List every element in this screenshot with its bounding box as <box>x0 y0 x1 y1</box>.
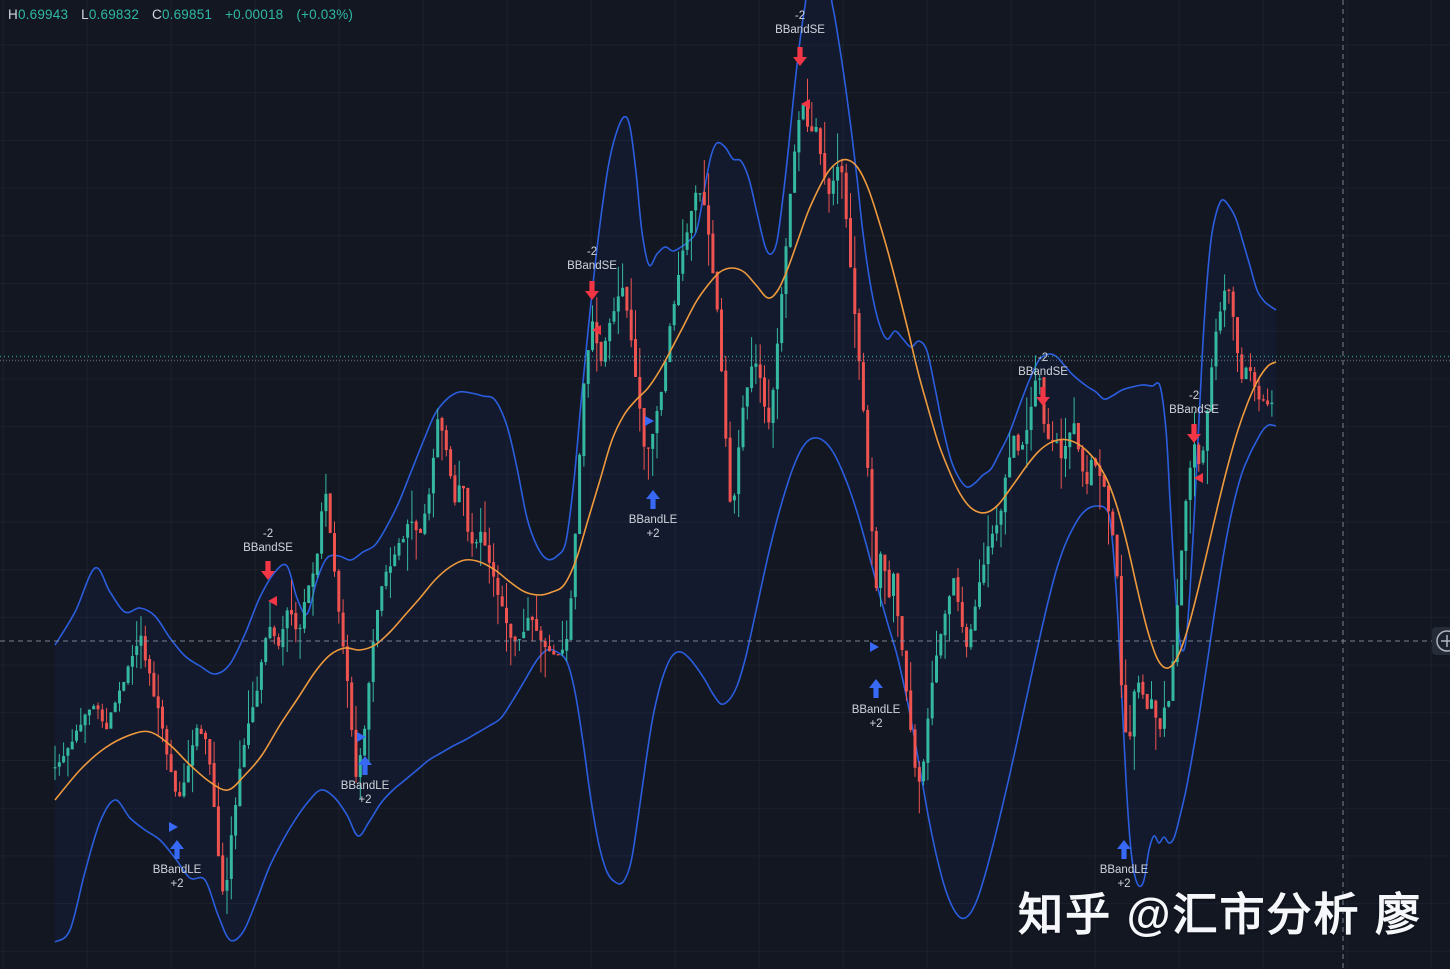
strategy-signals: -2 BBandSE -2 BBandSE -2 BBandSE -2 BBandSE -2 BB… <box>153 10 1220 890</box>
sell-arrow-icon <box>1187 424 1201 443</box>
signal-label: BBandLE <box>852 704 901 716</box>
lower-band-line <box>54 424 1277 943</box>
signal-label: -2 <box>263 528 273 540</box>
high-group: H0.69943 <box>8 7 68 22</box>
signal-label: -2 <box>1038 352 1048 364</box>
signal-label: BBandLE <box>153 864 202 876</box>
entry-price-triangle-icon <box>268 596 277 606</box>
high-value: 0.69943 <box>17 7 69 22</box>
close-value: 0.69851 <box>161 7 213 22</box>
signal-label: -2 <box>1189 390 1199 402</box>
signal-label: BBandSE <box>567 260 617 272</box>
signal-label: BBandLE <box>1100 864 1149 876</box>
signal-label: BBandSE <box>1018 366 1068 378</box>
buy-arrow-icon <box>646 490 660 509</box>
entry-price-triangle-icon <box>169 822 178 832</box>
signal-label: -2 <box>795 10 805 22</box>
entry-price-triangle-icon <box>870 642 879 652</box>
sell-signal-marker[interactable]: -2 BBandSE <box>567 246 617 335</box>
buy-signal-marker[interactable]: BBandLE +2 <box>153 822 202 890</box>
crosshair-plus-button[interactable] <box>1432 627 1450 655</box>
candlesticks <box>53 78 1274 915</box>
signal-label: BBandSE <box>1169 404 1219 416</box>
high-label: H <box>8 7 18 22</box>
buy-signal-marker[interactable]: BBandLE +2 <box>852 642 901 730</box>
signal-label: BBandLE <box>341 780 390 792</box>
sell-arrow-icon <box>261 561 275 580</box>
signal-label: BBandLE <box>629 514 678 526</box>
buy-signal-marker[interactable]: BBandLE +2 <box>629 416 678 540</box>
buy-signal-marker[interactable]: BBandLE +2 <box>1100 840 1149 890</box>
sell-signal-marker[interactable]: -2 BBandSE <box>1018 352 1068 406</box>
buy-arrow-icon <box>358 756 372 775</box>
signal-label: BBandSE <box>775 24 825 36</box>
buy-arrow-icon <box>869 679 883 698</box>
buy-signal-marker[interactable]: BBandLE +2 <box>341 732 390 806</box>
buy-arrow-icon <box>170 840 184 859</box>
upper-band-line <box>54 0 1277 675</box>
buy-arrow-icon <box>1117 840 1131 859</box>
sell-arrow-icon <box>1036 387 1050 406</box>
close-label: C <box>151 7 162 22</box>
signal-label: +2 <box>646 528 659 540</box>
entry-price-triangle-icon <box>1194 473 1203 483</box>
low-label: L <box>81 7 89 22</box>
price-lines <box>0 355 1450 362</box>
bollinger-bands <box>54 0 1277 943</box>
sell-signal-marker[interactable]: -2 BBandSE <box>1169 390 1219 483</box>
entry-price-triangle-icon <box>592 325 601 335</box>
signal-label: +2 <box>869 718 882 730</box>
signal-label: +2 <box>1117 878 1130 890</box>
basis-line <box>54 158 1277 801</box>
entry-price-triangle-icon <box>357 732 366 742</box>
close-group: C0.69851 <box>152 7 212 22</box>
signal-label: +2 <box>358 794 371 806</box>
entry-price-triangle-icon <box>801 99 810 109</box>
sell-signal-marker[interactable]: -2 BBandSE <box>243 528 293 606</box>
signal-label: +2 <box>170 878 183 890</box>
sell-arrow-icon <box>793 47 807 66</box>
sell-signal-marker[interactable]: -2 BBandSE <box>775 10 825 109</box>
change-percent: (+0.03%) <box>296 7 354 22</box>
sell-arrow-icon <box>585 281 599 300</box>
change-value: +0.00018 <box>225 7 284 22</box>
signal-label: BBandSE <box>243 542 293 554</box>
signal-label: -2 <box>587 246 597 258</box>
entry-price-triangle-icon <box>645 416 654 426</box>
watermark: 知乎 @汇市分析 廖 <box>1018 889 1422 940</box>
low-value: 0.69832 <box>88 7 140 22</box>
band-fill <box>55 0 1276 942</box>
ohlc-legend: H0.69943 L0.69832 C0.69851 +0.00018 (+0.… <box>8 6 362 24</box>
low-group: L0.69832 <box>81 7 139 22</box>
